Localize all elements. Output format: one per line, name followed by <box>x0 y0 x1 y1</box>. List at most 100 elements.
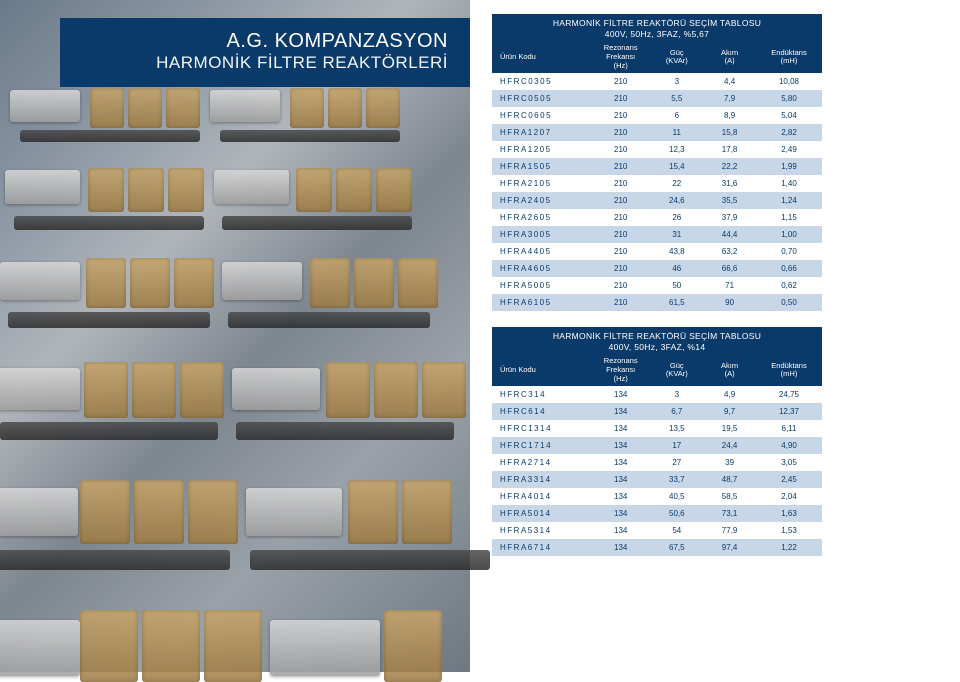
table-row: HFRC030521034,410,08 <box>492 73 822 90</box>
value-cell: 24,75 <box>756 386 822 403</box>
product-code-cell: HFRA2605 <box>492 209 591 226</box>
table-caption: HARMONİK FİLTRE REAKTÖRÜ SEÇİM TABLOSU40… <box>492 14 822 41</box>
table-row: HFRA150521015,422,21,99 <box>492 158 822 175</box>
col-header: Ürün Kodu <box>492 354 591 386</box>
product-code-cell: HFRA4405 <box>492 243 591 260</box>
product-code-cell: HFRA3005 <box>492 226 591 243</box>
value-cell: 6,11 <box>756 420 822 437</box>
table-row: HFRA30052103144,41,00 <box>492 226 822 243</box>
selection-table-14: HARMONİK FİLTRE REAKTÖRÜ SEÇİM TABLOSU40… <box>492 327 822 556</box>
product-image-panel: A.G. KOMPANZASYON HARMONİK FİLTRE REAKTÖ… <box>0 0 470 672</box>
value-cell: 44,4 <box>703 226 756 243</box>
product-code-cell: HFRC614 <box>492 403 591 420</box>
value-cell: 0,50 <box>756 294 822 311</box>
col-header: RezonansFrekansı(Hz) <box>591 354 650 386</box>
product-code-cell: HFRC0305 <box>492 73 591 90</box>
col-header: RezonansFrekansı(Hz) <box>591 41 650 73</box>
value-cell: 3,05 <box>756 454 822 471</box>
page-title-box: A.G. KOMPANZASYON HARMONİK FİLTRE REAKTÖ… <box>60 18 470 87</box>
value-cell: 210 <box>591 73 650 90</box>
product-code-cell: HFRA5005 <box>492 277 591 294</box>
value-cell: 73,1 <box>703 505 756 522</box>
value-cell: 6 <box>650 107 703 124</box>
table-row: HFRA401413440,558,52,04 <box>492 488 822 505</box>
value-cell: 4,90 <box>756 437 822 454</box>
table-row: HFRA46052104666,60,66 <box>492 260 822 277</box>
product-code-cell: HFRA2105 <box>492 175 591 192</box>
value-cell: 210 <box>591 90 650 107</box>
product-code-cell: HFRA1205 <box>492 141 591 158</box>
tables-panel: HARMONİK FİLTRE REAKTÖRÜ SEÇİM TABLOSU40… <box>470 0 960 672</box>
value-cell: 210 <box>591 107 650 124</box>
value-cell: 4,9 <box>703 386 756 403</box>
product-code-cell: HFRA3314 <box>492 471 591 488</box>
value-cell: 210 <box>591 192 650 209</box>
table-row: HFRA240521024,635,51,24 <box>492 192 822 209</box>
col-header: Ürün Kodu <box>492 41 591 73</box>
value-cell: 1,15 <box>756 209 822 226</box>
col-header: Endüktans(mH) <box>756 41 822 73</box>
product-code-cell: HFRA5314 <box>492 522 591 539</box>
product-code-cell: HFRA5014 <box>492 505 591 522</box>
table-row: HFRA671413467,597,41,22 <box>492 539 822 556</box>
value-cell: 210 <box>591 175 650 192</box>
value-cell: 67,5 <box>650 539 703 556</box>
value-cell: 43,8 <box>650 243 703 260</box>
value-cell: 9,7 <box>703 403 756 420</box>
value-cell: 210 <box>591 294 650 311</box>
value-cell: 134 <box>591 420 650 437</box>
value-cell: 2,04 <box>756 488 822 505</box>
value-cell: 17,8 <box>703 141 756 158</box>
value-cell: 37,9 <box>703 209 756 226</box>
product-code-cell: HFRA4605 <box>492 260 591 277</box>
value-cell: 210 <box>591 226 650 243</box>
value-cell: 1,99 <box>756 158 822 175</box>
value-cell: 15,4 <box>650 158 703 175</box>
value-cell: 0,66 <box>756 260 822 277</box>
value-cell: 210 <box>591 158 650 175</box>
value-cell: 134 <box>591 488 650 505</box>
value-cell: 11 <box>650 124 703 141</box>
value-cell: 5,80 <box>756 90 822 107</box>
value-cell: 3 <box>650 386 703 403</box>
product-code-cell: HFRC0505 <box>492 90 591 107</box>
table-row: HFRA21052102231,61,40 <box>492 175 822 192</box>
table-row: HFRA53141345477,91,53 <box>492 522 822 539</box>
value-cell: 40,5 <box>650 488 703 505</box>
product-code-cell: HFRC1314 <box>492 420 591 437</box>
value-cell: 2,49 <box>756 141 822 158</box>
col-header: Güç(KVAr) <box>650 41 703 73</box>
value-cell: 26 <box>650 209 703 226</box>
table-row: HFRA12072101115,82,82 <box>492 124 822 141</box>
value-cell: 134 <box>591 539 650 556</box>
value-cell: 97,4 <box>703 539 756 556</box>
value-cell: 210 <box>591 277 650 294</box>
value-cell: 35,5 <box>703 192 756 209</box>
value-cell: 134 <box>591 386 650 403</box>
table-row: HFRA331413433,748,72,45 <box>492 471 822 488</box>
value-cell: 50 <box>650 277 703 294</box>
value-cell: 134 <box>591 471 650 488</box>
value-cell: 6,7 <box>650 403 703 420</box>
value-cell: 71 <box>703 277 756 294</box>
value-cell: 31,6 <box>703 175 756 192</box>
selection-table-567: HARMONİK FİLTRE REAKTÖRÜ SEÇİM TABLOSU40… <box>492 14 822 311</box>
value-cell: 31 <box>650 226 703 243</box>
table-row: HFRC060521068,95,04 <box>492 107 822 124</box>
value-cell: 10,08 <box>756 73 822 90</box>
product-code-cell: HFRA4014 <box>492 488 591 505</box>
value-cell: 12,37 <box>756 403 822 420</box>
value-cell: 134 <box>591 454 650 471</box>
value-cell: 77,9 <box>703 522 756 539</box>
value-cell: 5,04 <box>756 107 822 124</box>
product-code-cell: HFRA2405 <box>492 192 591 209</box>
value-cell: 1,40 <box>756 175 822 192</box>
product-code-cell: HFRC1714 <box>492 437 591 454</box>
table-row: HFRC05052105,57,95,80 <box>492 90 822 107</box>
value-cell: 63,2 <box>703 243 756 260</box>
value-cell: 210 <box>591 141 650 158</box>
product-code-cell: HFRA1207 <box>492 124 591 141</box>
table-row: HFRA610521061,5900,50 <box>492 294 822 311</box>
value-cell: 4,4 <box>703 73 756 90</box>
value-cell: 1,24 <box>756 192 822 209</box>
